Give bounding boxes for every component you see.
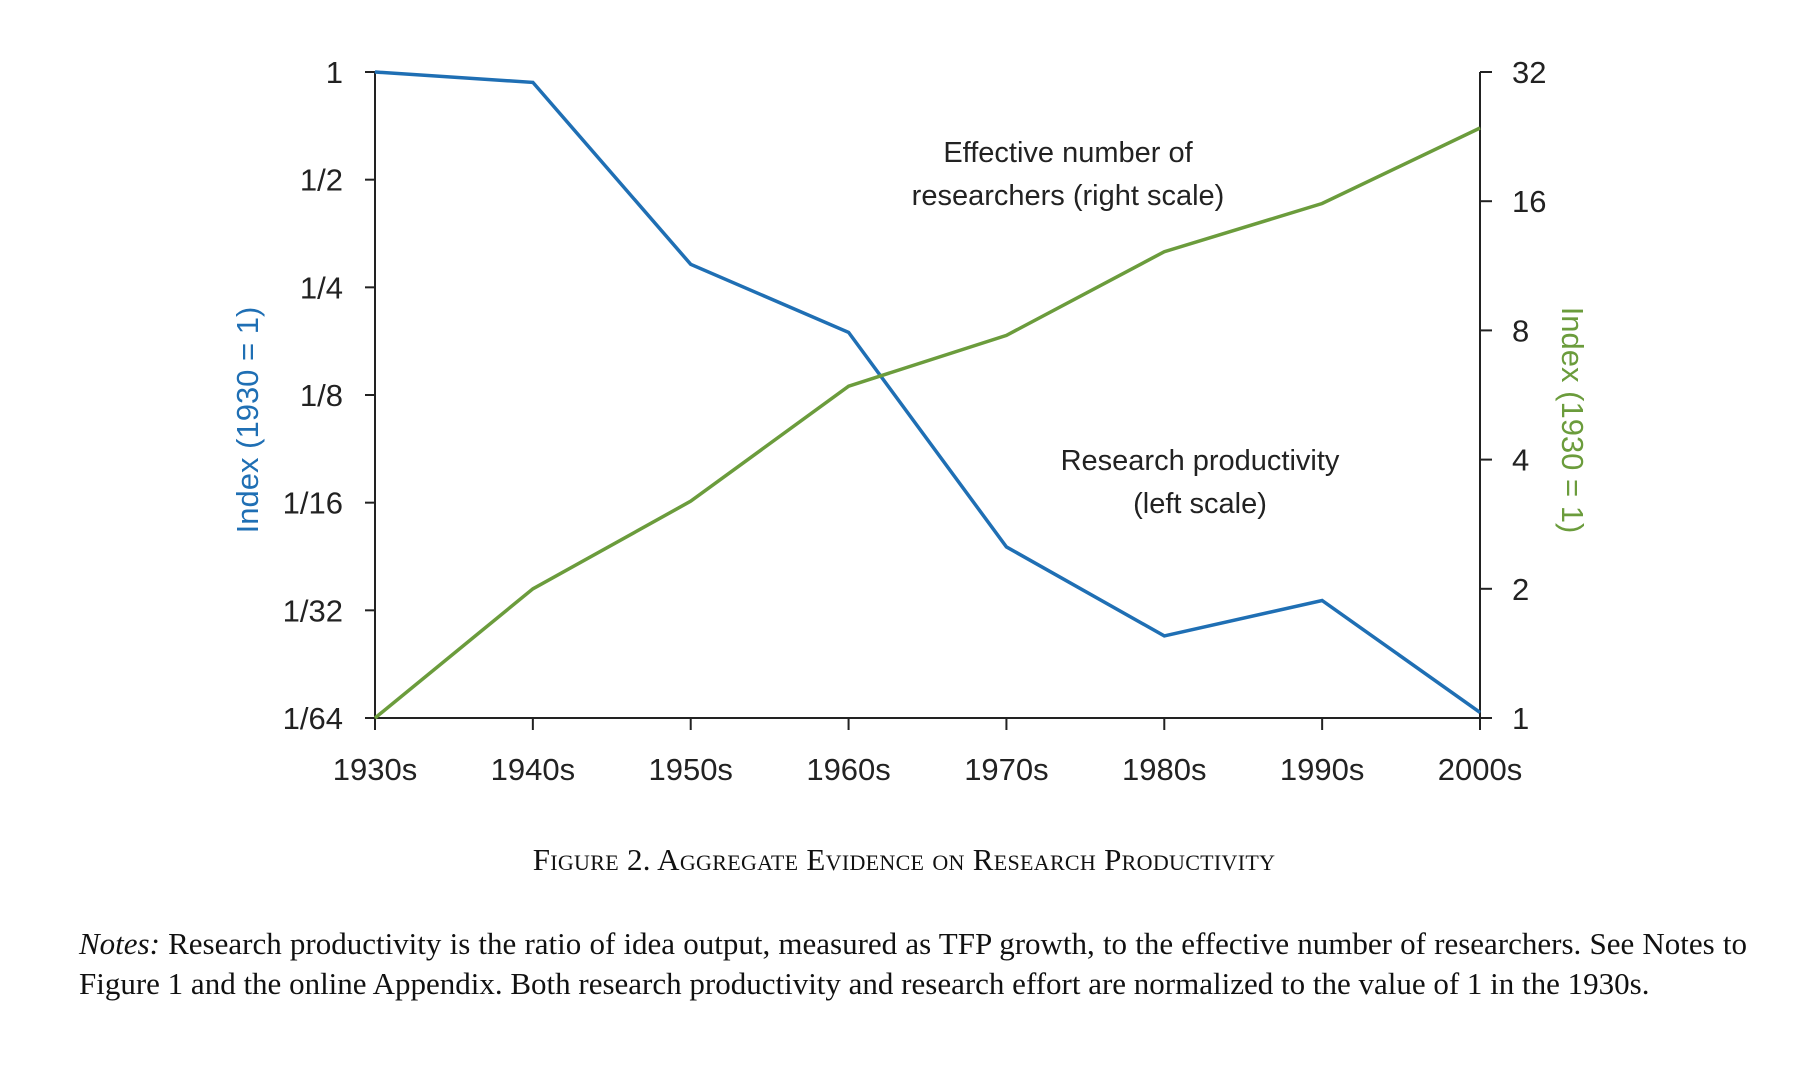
x-tick-label: 1990s	[1280, 752, 1364, 787]
x-tick-label: 2000s	[1438, 752, 1522, 787]
left-tick-label: 1	[326, 55, 343, 90]
left-tick-label: 1/64	[283, 701, 343, 736]
series-point	[1321, 203, 1323, 205]
series-line-effective-researchers	[373, 126, 1481, 720]
right-tick-label: 1	[1512, 701, 1529, 736]
left-tick-label: 1/4	[300, 270, 343, 305]
series-point	[374, 717, 376, 719]
right-tick-label: 4	[1512, 443, 1529, 478]
chart-svg: 1 1/2 1/4 1/8 1/16 1/32 1/64 1 2 4 8 16 32 1930s 1940s…	[230, 55, 1590, 787]
series-point	[1163, 635, 1165, 637]
x-tick-label: 1980s	[1122, 752, 1206, 787]
series-point	[848, 385, 850, 387]
series-point	[1005, 334, 1007, 336]
series-point	[848, 331, 850, 333]
right-tick-label: 2	[1512, 572, 1529, 607]
left-tick-label: 1/16	[283, 486, 343, 521]
left-axis-label: Index (1930 = 1)	[230, 307, 265, 534]
right-tick-label: 16	[1512, 184, 1546, 219]
figure-caption: Figure 2. Aggregate Evidence on Research…	[532, 842, 1276, 877]
series-annotation-researchers: researchers (right scale)	[912, 180, 1225, 212]
left-tick-label: 1/8	[300, 378, 343, 413]
x-tick-label: 1960s	[806, 752, 890, 787]
series-point	[1163, 251, 1165, 253]
series-point	[1479, 127, 1481, 129]
series-point	[1479, 711, 1481, 713]
series-annotation-productivity: Research productivity	[1061, 445, 1340, 477]
x-tick-label: 1950s	[648, 752, 732, 787]
series-point	[1321, 599, 1323, 601]
right-axis-label: Index (1930 = 1)	[1555, 307, 1590, 534]
series-point	[1005, 546, 1007, 548]
right-tick-label: 8	[1512, 313, 1529, 348]
right-tick-label: 32	[1512, 55, 1546, 90]
notes-text: Research productivity is the ratio of id…	[79, 926, 1747, 1001]
series-point	[690, 500, 692, 502]
x-tick-label: 1970s	[964, 752, 1048, 787]
series-point	[532, 81, 534, 83]
figure-notes: Notes: Research productivity is the rati…	[79, 924, 1747, 1004]
left-tick-label: 1/2	[300, 163, 343, 198]
series-annotation-productivity: (left scale)	[1133, 488, 1267, 520]
series-point	[690, 263, 692, 265]
chart: 1 1/2 1/4 1/8 1/16 1/32 1/64 1 2 4 8 16 32 1930s 1940s…	[230, 55, 1590, 787]
left-tick-label: 1/32	[283, 593, 343, 628]
series-point	[374, 71, 376, 73]
x-tick-label: 1930s	[333, 752, 417, 787]
series-annotation-researchers: Effective number of	[943, 137, 1193, 169]
series-line-research-productivity	[374, 70, 1482, 714]
notes-label: Notes:	[79, 926, 160, 961]
series-point	[532, 588, 534, 590]
x-tick-label: 1940s	[491, 752, 575, 787]
